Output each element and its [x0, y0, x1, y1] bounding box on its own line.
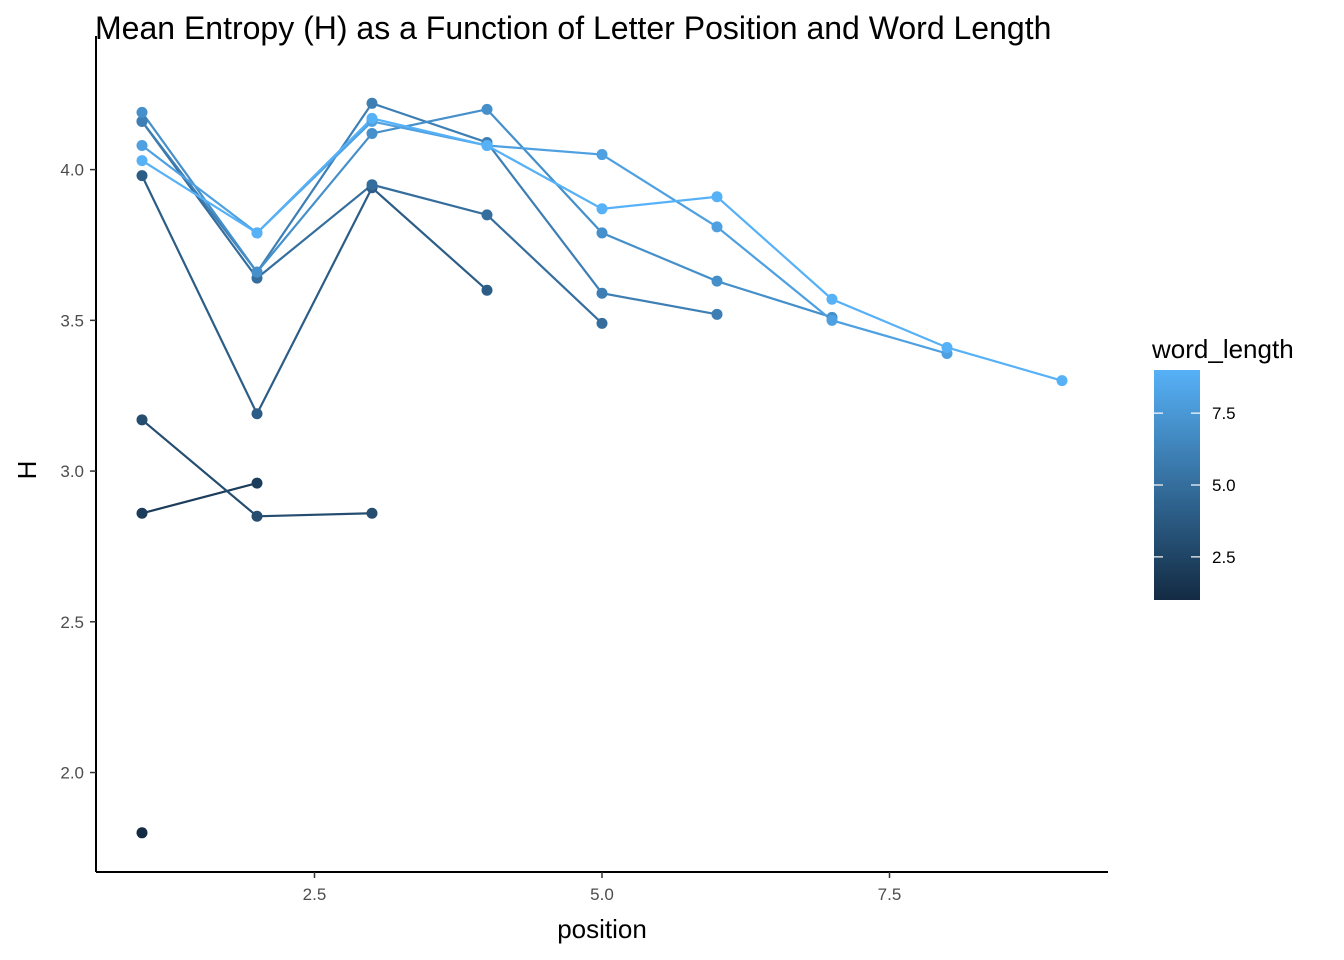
x-tick-label: 2.5 [303, 885, 327, 904]
series-lines [141, 101, 1063, 518]
series-line-word-length-4 [141, 175, 488, 417]
y-tick-label: 2.5 [60, 613, 84, 632]
data-point [826, 314, 838, 326]
legend-tick-label: 2.5 [1212, 548, 1236, 567]
legend: word_length 2.5 5.0 7.5 [1151, 334, 1294, 600]
data-point [136, 155, 148, 167]
data-point [366, 179, 378, 191]
data-point [711, 275, 723, 287]
data-point [711, 191, 723, 203]
series-points [136, 97, 1068, 839]
chart-title: Mean Entropy (H) as a Function of Letter… [95, 10, 1052, 46]
series-line-word-length-5 [141, 120, 603, 325]
series-line-word-length-3 [141, 418, 373, 518]
data-point [251, 266, 263, 278]
data-point [596, 317, 608, 329]
x-axis-ticks: 2.5 5.0 7.5 [303, 872, 902, 904]
data-point [941, 341, 953, 353]
data-point [136, 140, 148, 152]
y-tick-label: 2.0 [60, 764, 84, 783]
y-tick-label: 4.0 [60, 161, 84, 180]
legend-tick-label: 5.0 [1212, 476, 1236, 495]
data-point [251, 227, 263, 239]
data-point [136, 106, 148, 118]
data-point [136, 414, 148, 426]
data-point [596, 227, 608, 239]
series-line-word-length-6 [141, 101, 718, 316]
data-point [596, 287, 608, 299]
data-point [136, 507, 148, 519]
data-point [251, 408, 263, 420]
data-point [711, 221, 723, 233]
data-point [596, 149, 608, 161]
x-axis-title: position [557, 914, 647, 944]
series-line-word-length-2 [141, 482, 258, 515]
data-point [366, 97, 378, 109]
y-axis-title: H [12, 461, 42, 480]
legend-ticks: 2.5 5.0 7.5 [1154, 404, 1236, 567]
data-point [481, 140, 493, 152]
data-point [366, 507, 378, 519]
data-point [1056, 375, 1068, 387]
x-tick-label: 5.0 [590, 885, 614, 904]
data-point [481, 284, 493, 296]
data-point [366, 127, 378, 139]
y-tick-label: 3.0 [60, 462, 84, 481]
y-tick-label: 3.5 [60, 311, 84, 330]
legend-title: word_length [1151, 334, 1294, 364]
data-point [136, 170, 148, 182]
data-point [481, 103, 493, 115]
data-point [366, 112, 378, 124]
data-point [481, 209, 493, 221]
series-line-word-length-8 [141, 120, 948, 355]
data-point [251, 477, 263, 489]
legend-tick-label: 7.5 [1212, 404, 1236, 423]
data-point [136, 827, 148, 839]
data-point [596, 203, 608, 215]
data-point [826, 293, 838, 305]
y-axis-ticks: 2.0 2.5 3.0 3.5 4.0 [60, 161, 96, 783]
x-tick-label: 7.5 [878, 885, 902, 904]
data-point [136, 115, 148, 127]
data-point [711, 308, 723, 320]
data-point [251, 510, 263, 522]
